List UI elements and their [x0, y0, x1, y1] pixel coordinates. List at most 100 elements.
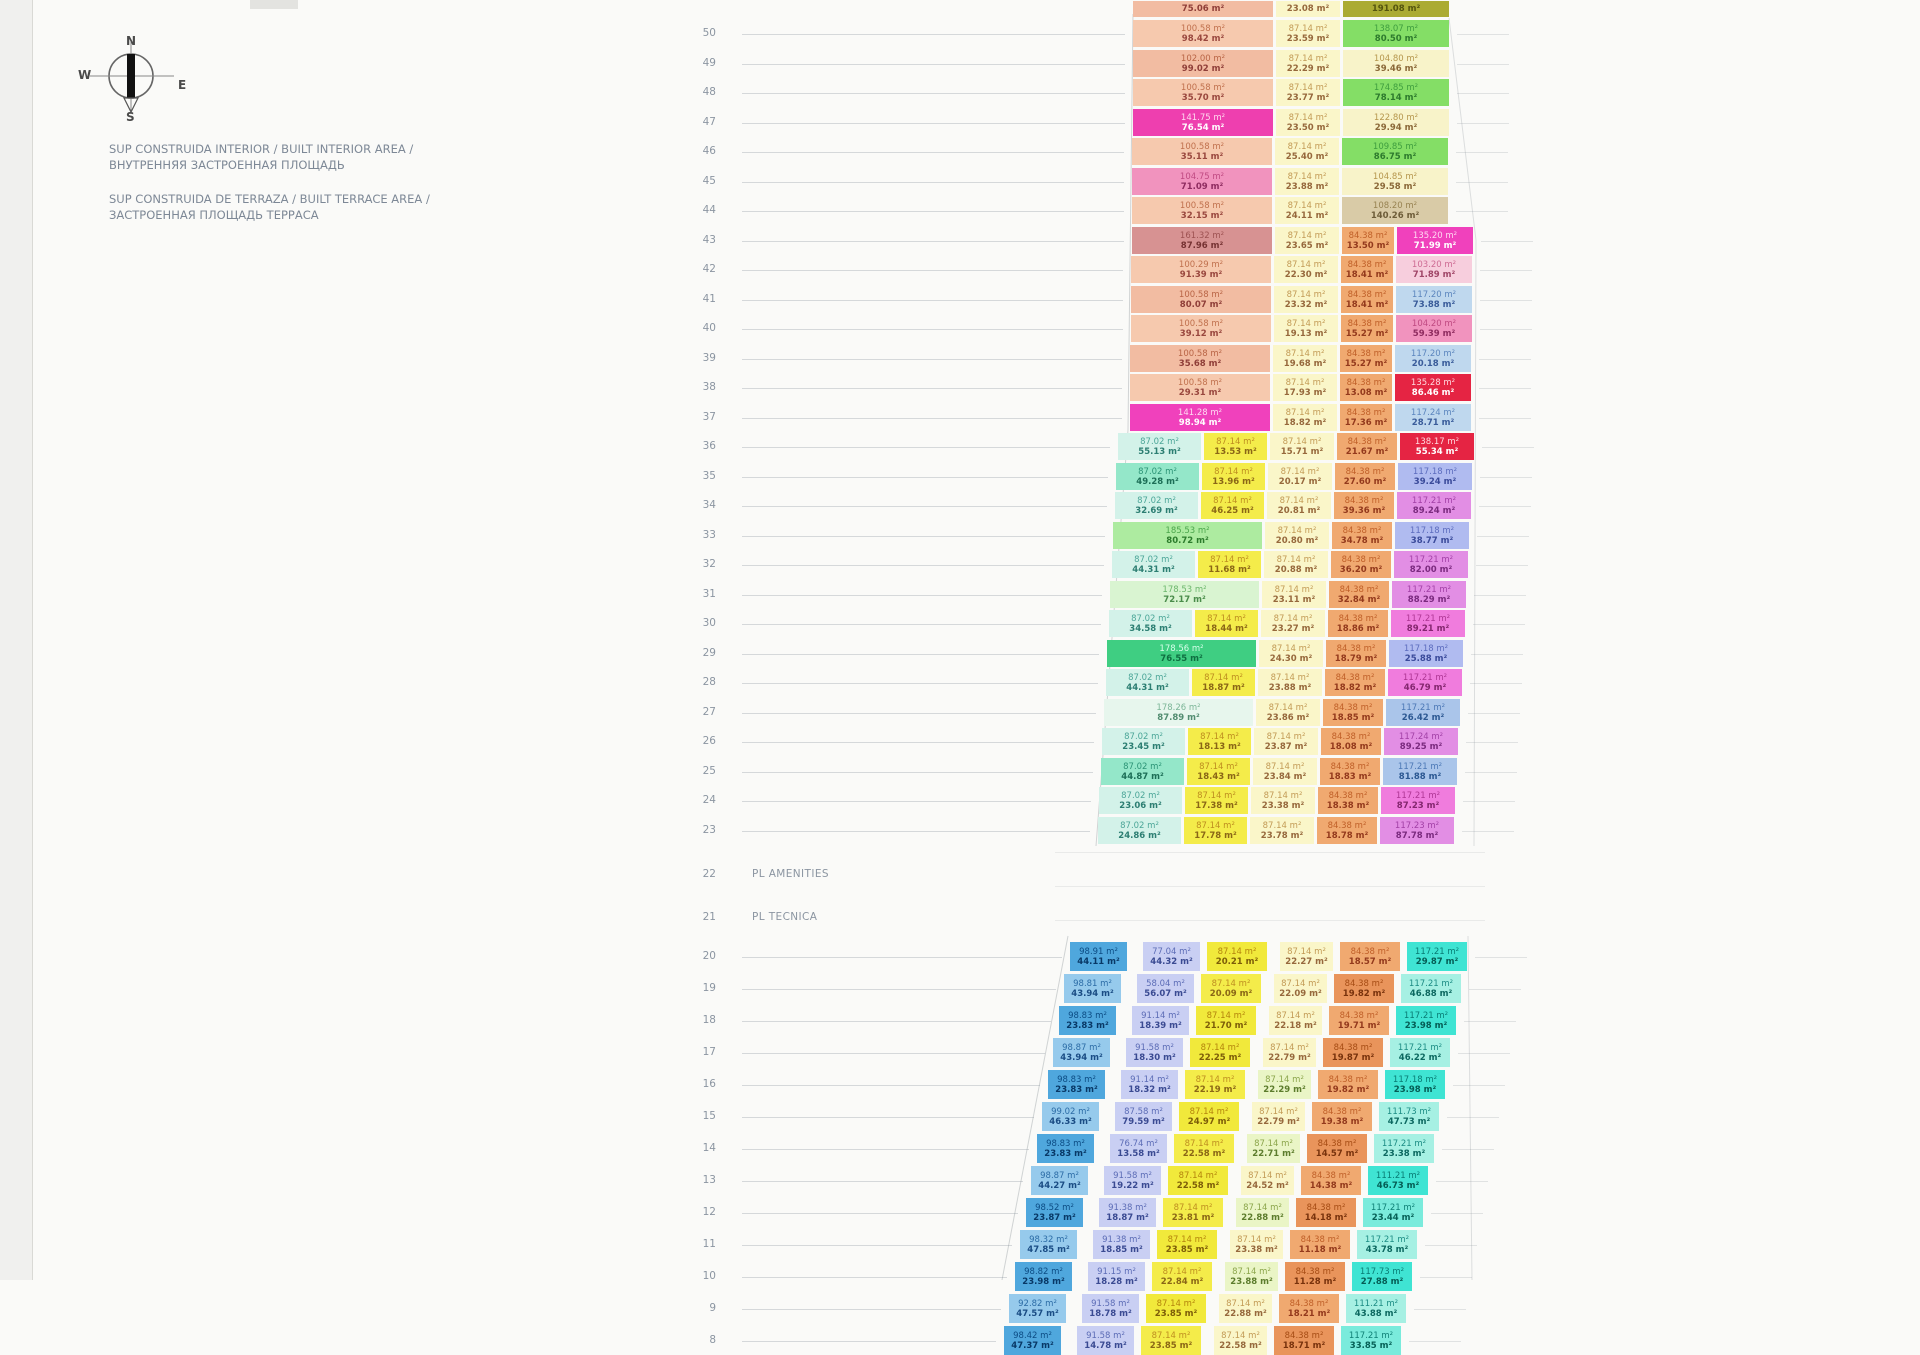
floor-row: 99.02 m² 46.33 m² 87.58 m² 79.59 m² 87.14 m²…	[1042, 1102, 1439, 1131]
interior-area-value: 87.14 m²	[1288, 112, 1328, 123]
floor-row: 178.56 m² 76.55 m² 87.14 m² 24.30 m² 84.38 m…	[1107, 640, 1463, 667]
interior-area-value: 87.14 m²	[1259, 1106, 1298, 1117]
floor-number: 34	[702, 499, 716, 511]
interior-area-value: 84.38 m²	[1333, 1042, 1373, 1053]
terrace-area-value: 19.71 m²	[1337, 1020, 1381, 1031]
area-cell: 117.20 m² 20.18 m²	[1395, 345, 1471, 372]
interior-area-value: 87.14 m²	[1274, 584, 1314, 595]
terrace-area-value: 13.53 m²	[1214, 446, 1257, 457]
area-cell: 87.14 m² 24.52 m²	[1241, 1166, 1294, 1195]
interior-area-value: 84.38 m²	[1346, 348, 1386, 359]
leader-line	[742, 741, 1094, 743]
interior-area-value: 87.14 m²	[1287, 141, 1327, 152]
floor-number: 50	[702, 27, 716, 39]
interior-area-value: 87.14 m²	[1287, 946, 1326, 957]
terrace-area-value: 18.28 m²	[1095, 1276, 1138, 1287]
area-cell: 185.53 m² 80.72 m²	[1113, 522, 1262, 549]
floor-row: 100.58 m² 29.31 m² 87.14 m² 17.93 m² 84.38 m…	[1130, 374, 1471, 401]
area-cell: 84.38 m² 15.27 m²	[1341, 315, 1393, 342]
interior-area-value: 135.28 m²	[1410, 377, 1456, 388]
interior-area-value: 84.38 m²	[1289, 1298, 1329, 1309]
gap-floor-line	[1055, 852, 1485, 853]
interior-area-value: 87.14 m²	[1211, 978, 1251, 989]
terrace-area-value: 44.87 m²	[1121, 771, 1164, 782]
area-cell: 23.08 m²	[1276, 1, 1340, 17]
floor-number: 17	[702, 1046, 716, 1058]
area-cell: 104.85 m² 29.58 m²	[1342, 168, 1448, 195]
floor-row: 75.06 m² 23.08 m² 191.08 m²	[1133, 1, 1449, 17]
interior-area-value: 87.14 m²	[1226, 1298, 1265, 1309]
interior-area-value: 91.15 m²	[1097, 1266, 1136, 1277]
area-cell: 87.14 m² 22.58 m²	[1214, 1326, 1267, 1355]
interior-area-value: 91.58 m²	[1091, 1298, 1130, 1309]
terrace-area-value: 23.81 m²	[1171, 1212, 1215, 1223]
terrace-area-value: 22.18 m²	[1274, 1020, 1317, 1031]
area-cell: 100.58 m² 35.68 m²	[1130, 345, 1270, 372]
interior-area-value: 98.83 m²	[1046, 1138, 1085, 1149]
terrace-area-value: 23.86 m²	[1266, 712, 1310, 723]
terrace-area-value: 80.50 m²	[1374, 33, 1418, 44]
area-cell: 117.18 m² 39.24 m²	[1398, 463, 1472, 490]
area-cell: 84.38 m² 34.78 m²	[1332, 522, 1392, 549]
interior-area-value: 117.21 m²	[1405, 613, 1451, 624]
floor-row: 161.32 m² 87.96 m² 87.14 m² 23.65 m² 84.38 m…	[1132, 227, 1473, 254]
area-cell: 117.21 m² 29.87 m²	[1407, 942, 1467, 971]
area-cell: 117.21 m² 23.38 m²	[1374, 1134, 1434, 1163]
leader-line	[742, 712, 1096, 714]
area-cell: 87.14 m² 22.29 m²	[1258, 1070, 1311, 1099]
terrace-area-value: 23.98 m²	[1404, 1020, 1448, 1031]
interior-area-value: 141.75 m²	[1180, 112, 1226, 123]
area-cell: 84.38 m² 18.78 m²	[1317, 817, 1377, 844]
interior-area-value: 99.02 m²	[1051, 1106, 1090, 1117]
grid-tick-line	[1458, 1052, 1510, 1054]
area-cell: 87.14 m² 23.81 m²	[1163, 1198, 1223, 1227]
floor-row: 98.83 m² 23.83 m² 91.14 m² 18.32 m² 87.14 m²…	[1048, 1070, 1445, 1099]
floor-row: 87.02 m² 24.86 m² 87.14 m² 17.78 m² 87.14 m²…	[1098, 817, 1454, 844]
area-cell: 84.38 m² 14.38 m²	[1301, 1166, 1361, 1195]
terrace-area-value: 18.85 m²	[1100, 1244, 1143, 1255]
interior-area-value: 100.58 m²	[1178, 318, 1224, 329]
interior-area-value: 87.14 m²	[1237, 1234, 1276, 1245]
interior-area-value: 84.38 m²	[1336, 643, 1376, 654]
area-cell: 87.14 m² 22.58 m²	[1168, 1166, 1228, 1195]
terrace-area-value: 39.12 m²	[1179, 328, 1223, 339]
interior-area-value: 87.02 m²	[1123, 761, 1162, 772]
area-cell: 87.14 m² 46.25 m²	[1201, 492, 1264, 519]
grid-tick-line	[1457, 122, 1509, 124]
area-cell: 87.14 m² 19.68 m²	[1273, 345, 1337, 372]
terrace-area-value: 59.39 m²	[1412, 328, 1456, 339]
terrace-area-value: 99.02 m²	[1181, 63, 1225, 74]
interior-area-value: 87.14 m²	[1288, 82, 1328, 93]
area-cell: 87.14 m² 24.11 m²	[1275, 197, 1339, 224]
terrace-area-value: 75.06 m²	[1181, 4, 1225, 14]
terrace-area-value: 23.83 m²	[1055, 1084, 1098, 1095]
compass-rose: N W E S	[56, 18, 206, 128]
interior-area-value: 117.21 m²	[1397, 1042, 1443, 1053]
area-cell: 98.42 m² 47.37 m²	[1004, 1326, 1061, 1355]
terrace-area-value: 44.11 m²	[1077, 956, 1120, 967]
interior-area-value: 87.14 m²	[1210, 554, 1249, 565]
interior-area-value: 87.14 m²	[1285, 377, 1325, 388]
leader-line	[742, 387, 1122, 389]
terrace-area-value: 18.38 m²	[1326, 800, 1370, 811]
terrace-area-value: 14.38 m²	[1309, 1180, 1353, 1191]
terrace-area-value: 14.18 m²	[1304, 1212, 1348, 1223]
terrace-area-value: 19.22 m²	[1111, 1180, 1154, 1191]
terrace-area-value: 47.57 m²	[1016, 1308, 1059, 1319]
leader-line	[742, 240, 1124, 242]
grid-tick-line	[1480, 476, 1532, 478]
area-cell: 111.73 m² 47.73 m²	[1379, 1102, 1439, 1131]
area-cell: 104.20 m² 59.39 m²	[1396, 315, 1472, 342]
floor-number: 32	[702, 558, 716, 570]
terrace-area-value: 49.28 m²	[1136, 476, 1179, 487]
gap-floor-line	[1055, 920, 1485, 921]
area-cell: 117.21 m² 43.78 m²	[1357, 1230, 1417, 1259]
floor-row: 87.02 m² 55.13 m² 87.14 m² 13.53 m² 87.14 m²…	[1118, 433, 1474, 460]
area-cell: 84.38 m² 32.84 m²	[1329, 581, 1389, 608]
interior-area-value: 100.29 m²	[1178, 259, 1224, 270]
interior-area-value: 87.14 m²	[1213, 495, 1252, 506]
terrace-area-value: 88.29 m²	[1407, 594, 1451, 605]
terrace-area-value: 43.78 m²	[1365, 1244, 1409, 1255]
area-cell: 108.20 m² 140.26 m²	[1342, 197, 1448, 224]
interior-area-value: 87.14 m²	[1286, 318, 1326, 329]
